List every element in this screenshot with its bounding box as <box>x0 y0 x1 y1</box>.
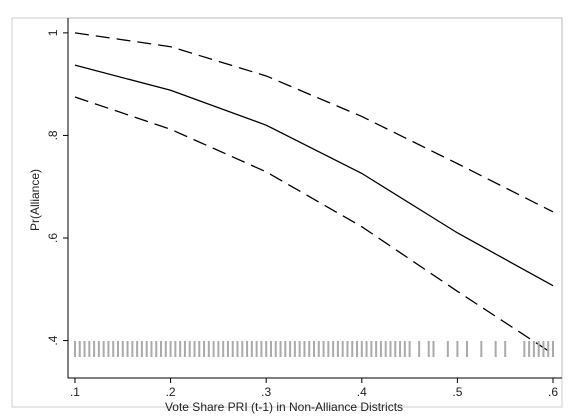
line-series <box>74 96 554 355</box>
x-tick-label: .5 <box>452 385 462 399</box>
x-tick-label: .2 <box>166 385 176 399</box>
x-tick-label: .3 <box>261 385 271 399</box>
y-tick-label: .6 <box>46 233 60 243</box>
x-tick-label: .1 <box>70 385 80 399</box>
y-tick-label: .4 <box>46 335 60 345</box>
line-series <box>74 64 554 287</box>
plot-area <box>67 17 563 379</box>
y-axis-label: Pr(Alliance) <box>28 169 42 231</box>
x-tick-label: .4 <box>357 385 367 399</box>
x-axis-label: Vote Share PRI (t-1) in Non-Alliance Dis… <box>165 400 403 414</box>
x-tick-label: .6 <box>548 385 558 399</box>
y-tick-label: .8 <box>46 130 60 140</box>
y-tick-label: 1 <box>46 29 60 36</box>
line-series <box>74 32 554 213</box>
